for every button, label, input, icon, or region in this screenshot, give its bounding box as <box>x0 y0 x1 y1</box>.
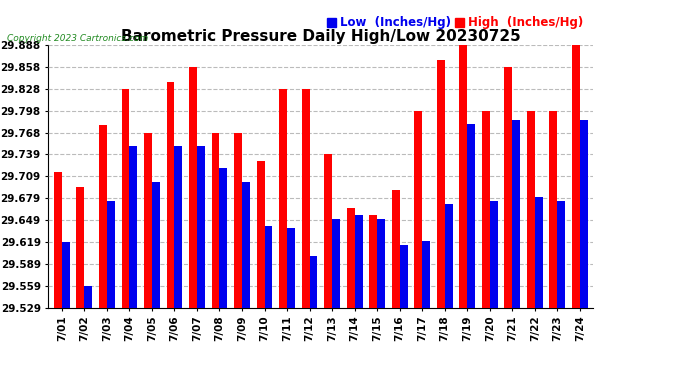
Bar <box>130 146 137 308</box>
Bar <box>422 241 430 308</box>
Bar <box>535 197 543 308</box>
Bar <box>77 187 84 308</box>
Title: Barometric Pressure Daily High/Low 20230725: Barometric Pressure Daily High/Low 20230… <box>121 29 521 44</box>
Bar <box>490 201 497 308</box>
Bar <box>324 154 332 308</box>
Bar <box>392 190 400 308</box>
Bar <box>107 201 115 308</box>
Bar <box>287 228 295 308</box>
Bar <box>264 226 273 308</box>
Bar <box>212 133 219 308</box>
Bar <box>482 111 490 308</box>
Bar <box>189 67 197 308</box>
Bar <box>121 89 130 308</box>
Bar <box>144 133 152 308</box>
Bar <box>549 111 558 308</box>
Bar <box>332 219 340 308</box>
Bar <box>460 45 467 308</box>
Bar <box>527 111 535 308</box>
Bar <box>504 67 512 308</box>
Bar <box>175 146 182 308</box>
Bar <box>512 120 520 308</box>
Bar <box>558 201 565 308</box>
Bar <box>242 183 250 308</box>
Bar <box>437 60 445 308</box>
Bar <box>310 256 317 308</box>
Text: Copyright 2023 Cartronics.com: Copyright 2023 Cartronics.com <box>7 34 148 43</box>
Bar <box>467 124 475 308</box>
Bar <box>279 89 287 308</box>
Bar <box>84 286 92 308</box>
Bar <box>347 208 355 308</box>
Bar <box>580 120 588 308</box>
Bar <box>99 125 107 308</box>
Bar <box>572 45 580 308</box>
Bar <box>234 133 242 308</box>
Bar <box>302 89 310 308</box>
Bar <box>355 215 362 308</box>
Bar <box>414 111 422 308</box>
Bar <box>152 183 160 308</box>
Bar <box>62 242 70 308</box>
Bar <box>400 244 408 308</box>
Legend: Low  (Inches/Hg), High  (Inches/Hg): Low (Inches/Hg), High (Inches/Hg) <box>322 12 587 34</box>
Bar <box>166 81 175 308</box>
Bar <box>369 215 377 308</box>
Bar <box>257 160 264 308</box>
Bar <box>377 219 385 308</box>
Bar <box>445 204 453 308</box>
Bar <box>54 172 62 308</box>
Bar <box>197 146 205 308</box>
Bar <box>219 168 228 308</box>
